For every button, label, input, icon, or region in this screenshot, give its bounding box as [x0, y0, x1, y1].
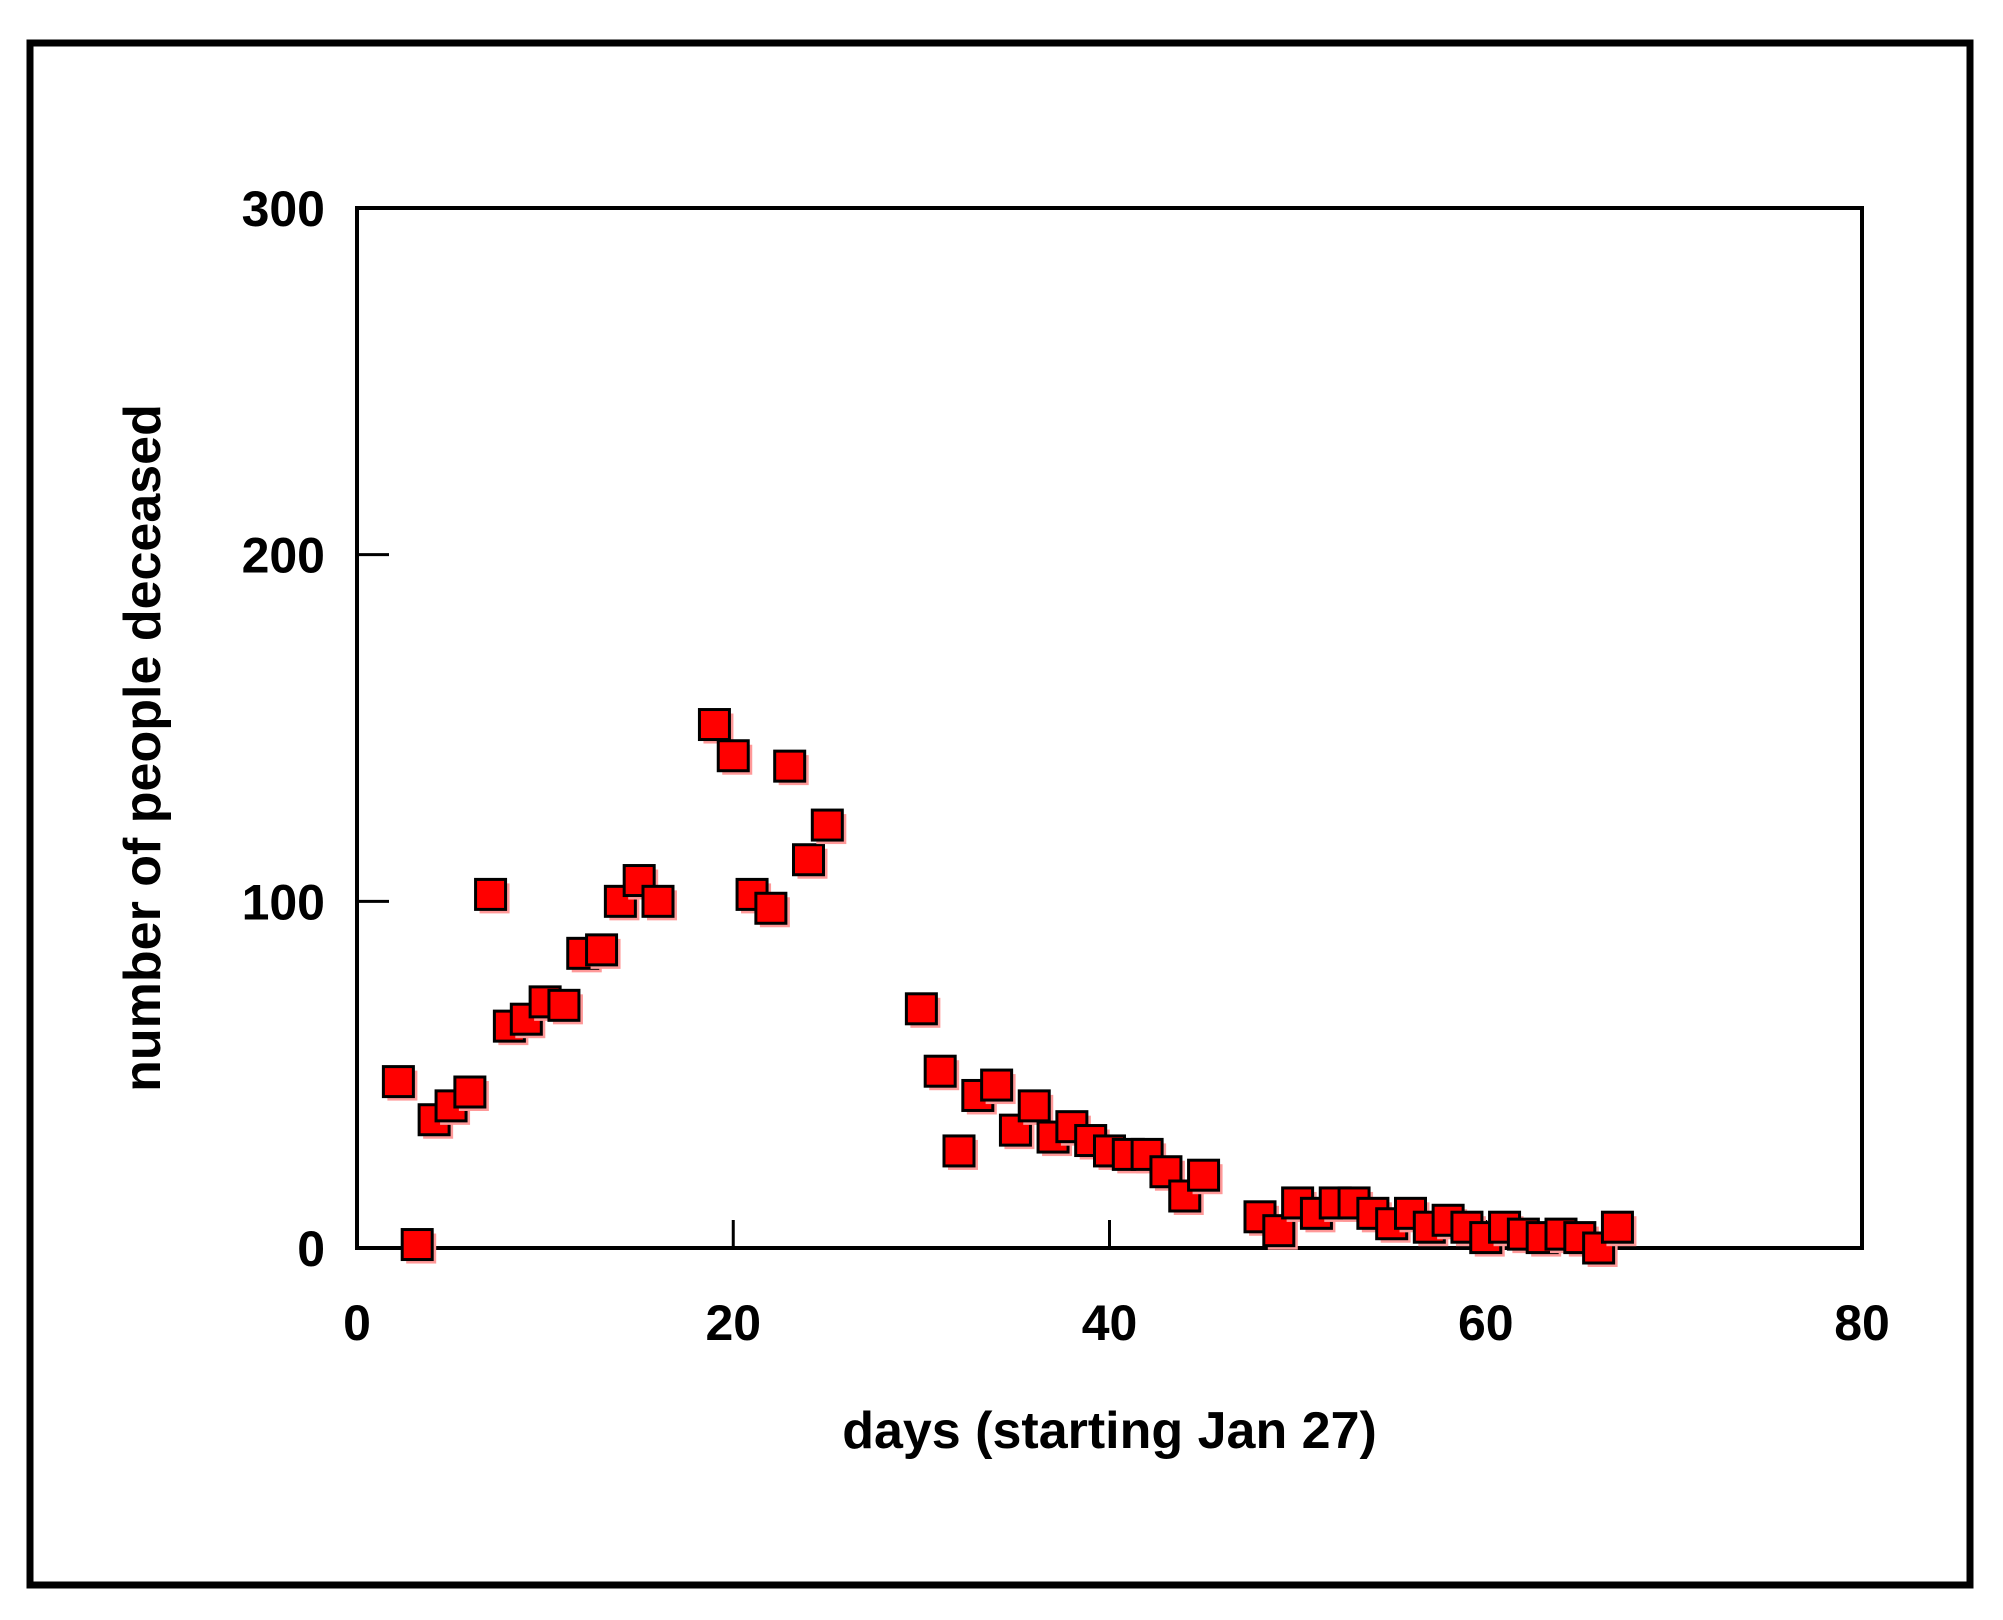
y-tick-label: 300: [242, 181, 325, 237]
data-point-marker: [641, 884, 675, 918]
axis-ticks: [355, 206, 1864, 1250]
data-point: [716, 739, 753, 775]
y-tick-label: 0: [297, 1221, 325, 1277]
data-point: [381, 1065, 418, 1101]
y-axis-title: number of people deceased: [114, 404, 172, 1092]
data-point: [697, 708, 734, 744]
data-point-marker: [810, 808, 844, 842]
data-point-marker: [773, 749, 807, 783]
data-point-marker: [1600, 1210, 1634, 1244]
plot-area: [355, 206, 1864, 1250]
data-point: [453, 1075, 489, 1111]
x-tick-label: 80: [1834, 1295, 1890, 1351]
tick-labels: 0 20 40 60 80 0 100 200 300: [242, 181, 1890, 1351]
data-point: [980, 1068, 1016, 1105]
data-point: [792, 843, 828, 879]
data-point: [641, 884, 677, 921]
data-point-marker: [1149, 1155, 1183, 1189]
data-point-marker: [453, 1075, 487, 1109]
x-axis-title: days (starting Jan 27): [842, 1402, 1377, 1460]
data-point: [1600, 1210, 1637, 1247]
data-point-marker: [1036, 1120, 1070, 1154]
data-point-marker: [754, 891, 788, 925]
data-point: [474, 877, 510, 914]
data-point-marker: [585, 933, 619, 967]
data-point: [773, 749, 809, 786]
data-point-marker: [697, 708, 731, 742]
data-point: [754, 891, 790, 928]
data-point: [547, 988, 583, 1025]
data-point-marker: [904, 992, 938, 1026]
data-point: [904, 992, 941, 1028]
data-point: [1262, 1214, 1298, 1250]
data-point-marker: [381, 1065, 415, 1099]
data-point: [400, 1228, 437, 1264]
data-point: [810, 808, 847, 845]
x-tick-label: 0: [343, 1295, 371, 1351]
data-point: [942, 1134, 978, 1170]
x-tick-label: 60: [1458, 1295, 1514, 1351]
data-point: [585, 933, 621, 969]
data-point-marker: [400, 1228, 434, 1262]
data-point-marker: [603, 884, 637, 918]
data-point-marker: [622, 864, 656, 898]
data-point: [1187, 1158, 1223, 1195]
data-point-marker: [792, 843, 825, 877]
data-points: [381, 708, 1637, 1267]
data-point: [1017, 1089, 1054, 1125]
data-point-marker: [1187, 1158, 1221, 1192]
y-tick-label: 200: [242, 528, 325, 584]
data-point-marker: [716, 739, 750, 773]
data-point-marker: [1017, 1089, 1051, 1123]
data-point: [1149, 1155, 1185, 1191]
data-point-marker: [923, 1054, 957, 1088]
data-point-marker: [980, 1068, 1014, 1102]
y-tick-label: 100: [242, 874, 325, 930]
data-point: [923, 1054, 960, 1091]
x-tick-label: 20: [705, 1295, 761, 1351]
data-point-marker: [942, 1134, 976, 1168]
data-point-marker: [474, 877, 508, 911]
data-point: [1036, 1120, 1073, 1157]
x-tick-label: 40: [1082, 1295, 1138, 1351]
data-point-marker: [547, 988, 581, 1022]
